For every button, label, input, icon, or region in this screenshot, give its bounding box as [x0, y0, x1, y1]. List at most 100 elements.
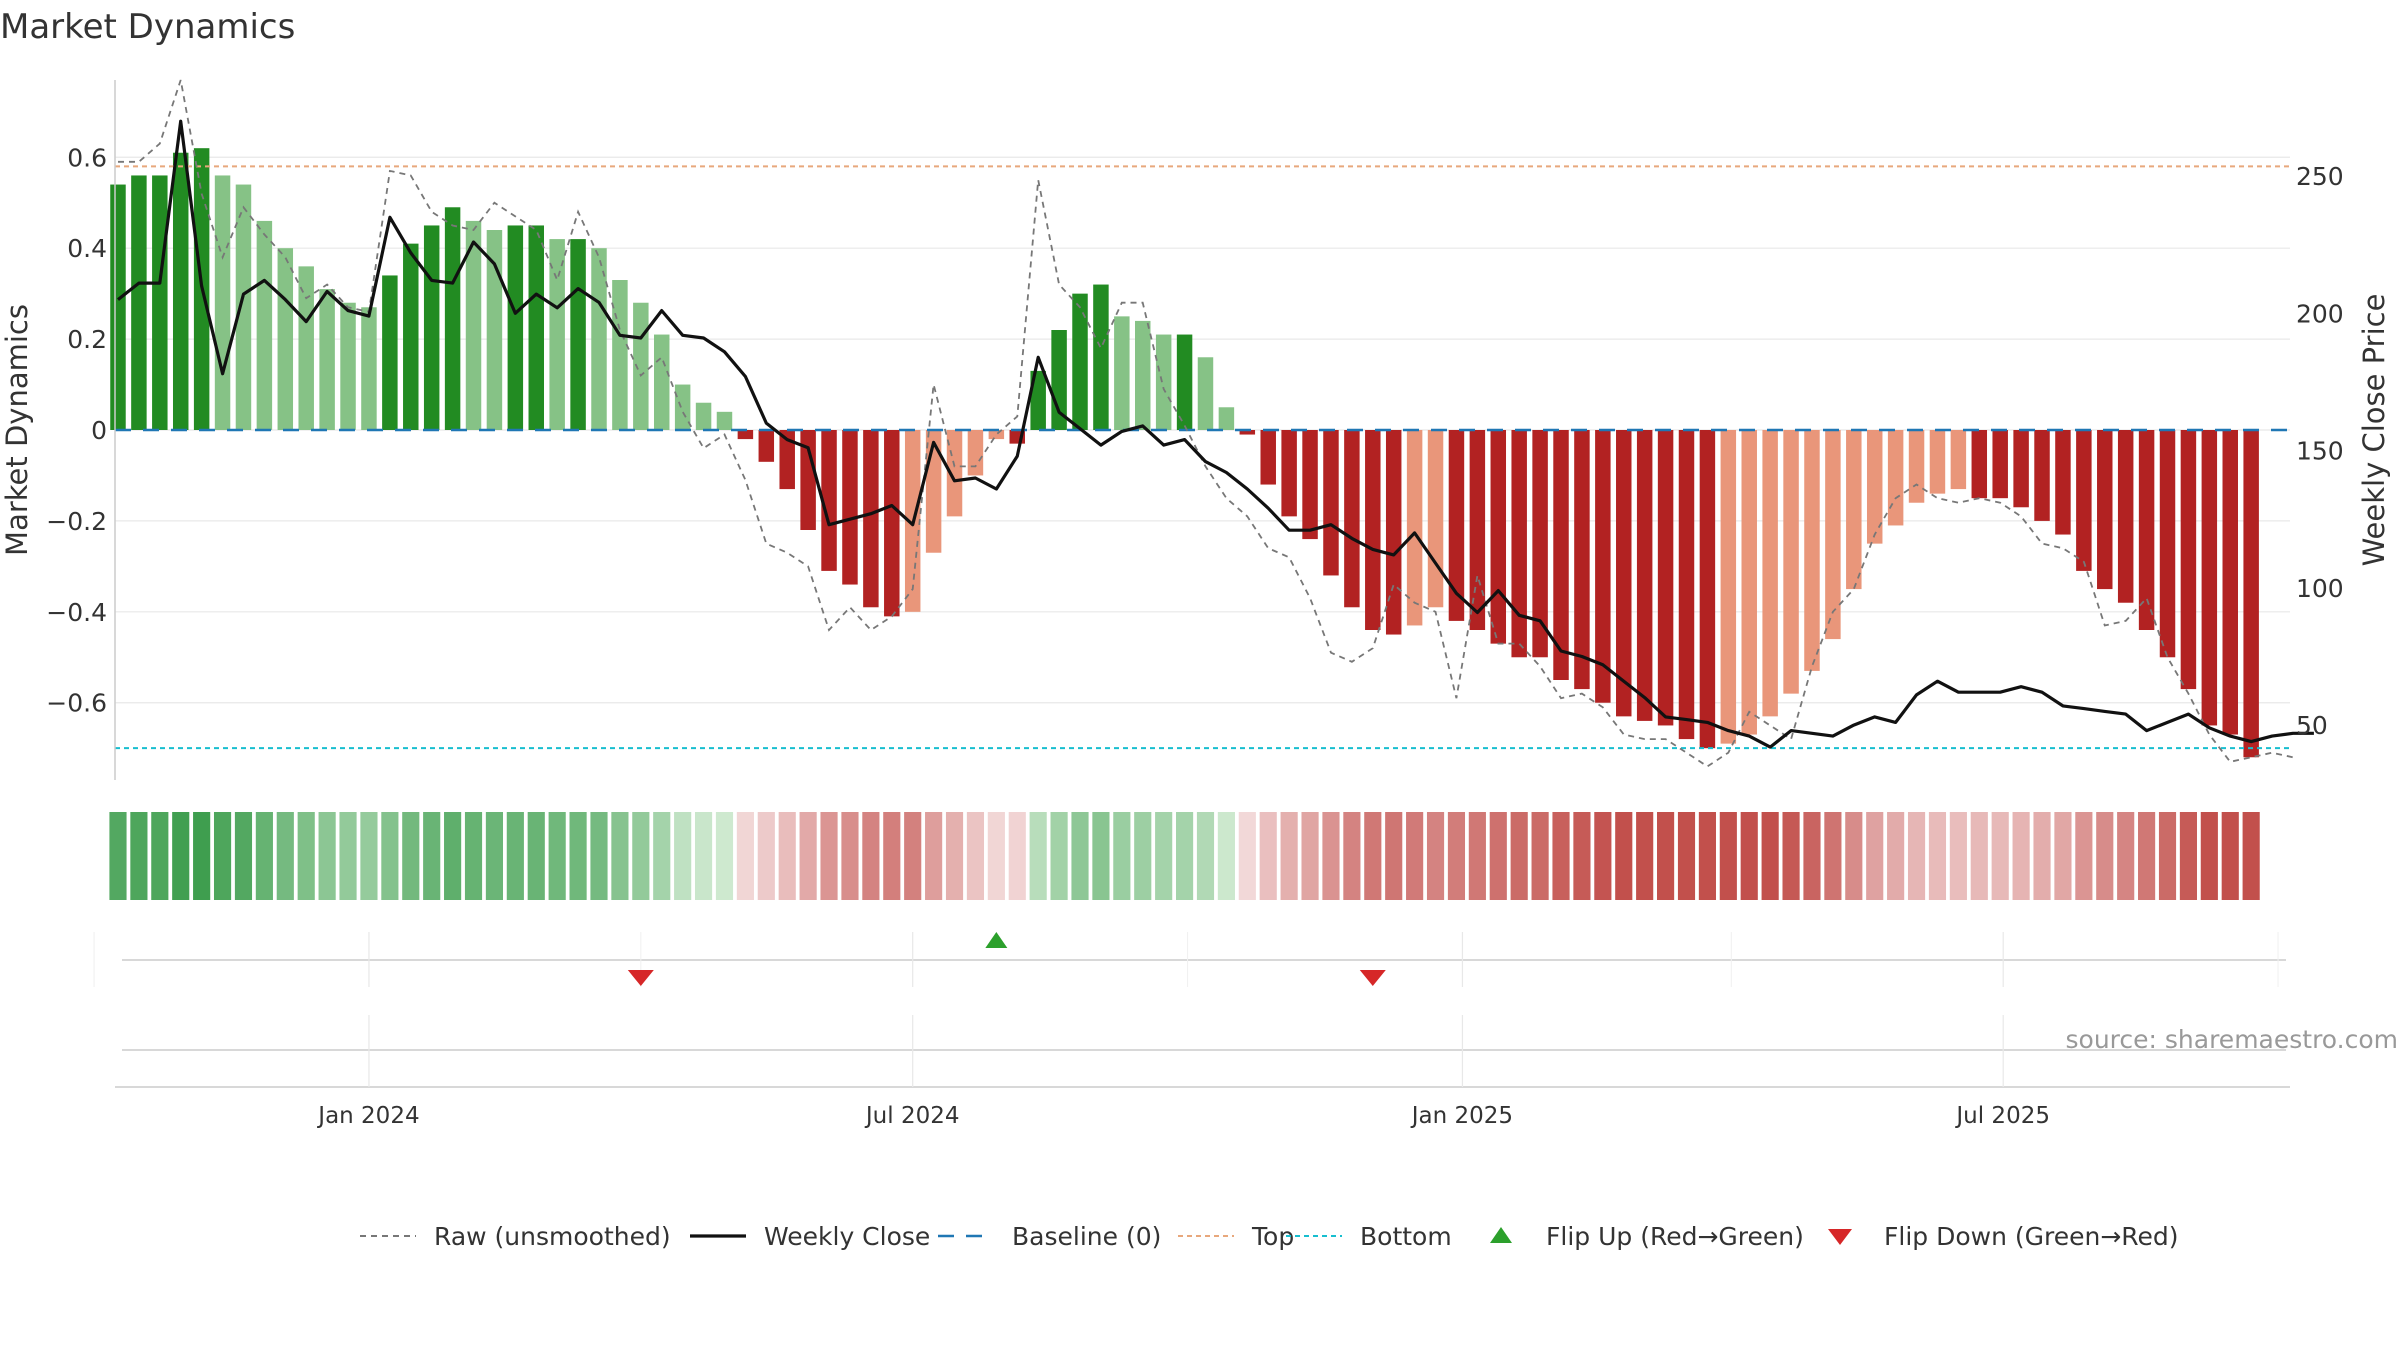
left-tick-label: −0.4 [46, 598, 107, 627]
heat-cell [1615, 812, 1633, 900]
bottom-panel-grid [115, 1015, 2290, 1088]
heat-cell [1008, 812, 1026, 900]
heat-cell [2221, 812, 2239, 900]
left-tick-label: 0.2 [67, 325, 107, 354]
heat-cell [1092, 812, 1110, 900]
heat-cell [1552, 812, 1570, 900]
heat-cell [736, 812, 754, 900]
heat-cell [2138, 812, 2156, 900]
dynamics-bar [2138, 430, 2155, 630]
heat-cell [255, 812, 273, 900]
dynamics-bar [1197, 357, 1214, 430]
heat-cell [1761, 812, 1779, 900]
heat-cell [1468, 812, 1486, 900]
heat-cell [2117, 812, 2135, 900]
heat-cell [381, 812, 399, 900]
dynamics-bar [1825, 430, 1841, 640]
dynamics-bar [298, 266, 314, 430]
heat-cell [444, 812, 462, 900]
heat-cell [423, 812, 441, 900]
heat-cell [193, 812, 211, 900]
dynamics-bar [1950, 430, 1967, 490]
heat-cell [527, 812, 545, 900]
heat-cell [1280, 812, 1298, 900]
heat-cell [318, 812, 336, 900]
dynamics-bar [695, 402, 712, 430]
x-tick-label: Jan 2024 [316, 1103, 419, 1129]
dynamics-bar [507, 225, 524, 430]
raw-line [118, 79, 2294, 768]
dynamics-bar [235, 184, 252, 430]
heat-cell [1113, 812, 1131, 900]
heat-cell [1531, 812, 1549, 900]
heat-cell [632, 812, 650, 900]
heat-cell [1071, 812, 1089, 900]
dynamics-bar [1239, 430, 1256, 435]
dynamics-bar [612, 280, 628, 430]
dynamics-bar [1281, 430, 1297, 517]
right-tick-label: 150 [2296, 437, 2344, 466]
dynamics-bar [319, 289, 335, 430]
left-axis-ticks: 0.6 0.4 0.2 0 −0.2 −0.4 −0.6 [46, 143, 107, 717]
dynamics-bar [1741, 430, 1757, 735]
heat-cell [172, 812, 190, 900]
dynamics-bar [423, 225, 440, 430]
dynamics-bar [2222, 430, 2238, 735]
dynamics-bar [1971, 430, 1988, 499]
heat-cell [1719, 812, 1737, 900]
dynamics-bar [549, 239, 565, 430]
heat-cell [2200, 812, 2218, 900]
dynamics-bar [2159, 430, 2176, 658]
left-tick-label: −0.2 [46, 507, 107, 536]
x-tick-label: Jan 2025 [1410, 1103, 1513, 1129]
dynamics-bar [1657, 430, 1674, 726]
legend-swatch [1828, 1229, 1852, 1245]
dynamics-bar [2117, 430, 2134, 603]
left-tick-label: 0 [91, 416, 107, 445]
series-lines [117, 79, 2314, 768]
heat-cell [2033, 812, 2051, 900]
heat-cell [841, 812, 859, 900]
heat-cell [1698, 812, 1716, 900]
dynamics-bar [1929, 430, 1946, 494]
heat-cell [569, 812, 587, 900]
heat-cell [1134, 812, 1152, 900]
heat-cell [1029, 812, 1047, 900]
dynamics-bar [1908, 430, 1925, 503]
dynamics-bars [110, 148, 2259, 758]
heat-cell [778, 812, 796, 900]
heat-cell [1970, 812, 1988, 900]
flip-up-marker [985, 932, 1008, 948]
dynamics-bar [2013, 430, 2029, 508]
heat-cell [548, 812, 566, 900]
dynamics-bar [884, 430, 900, 617]
heat-cell [1364, 812, 1382, 900]
right-tick-label: 50 [2296, 711, 2328, 740]
dynamics-bar [1783, 430, 1799, 694]
dynamics-bar [737, 430, 754, 440]
heat-cell [611, 812, 629, 900]
dynamics-bar [1114, 316, 1130, 430]
heat-cell [1573, 812, 1591, 900]
heat-cell [1510, 812, 1528, 900]
dynamics-bar [1365, 430, 1381, 630]
heat-cell [1803, 812, 1821, 900]
dynamics-bar [633, 302, 649, 430]
dynamics-bar [674, 384, 691, 430]
heat-cell [715, 812, 734, 900]
dynamics-bar [591, 248, 607, 430]
dynamics-bar [1093, 284, 1109, 430]
dynamics-bar [1135, 320, 1151, 430]
heat-cell [883, 812, 901, 900]
legend-item: Flip Up (Red→Green) [1490, 1222, 1804, 1251]
heat-cell [1782, 812, 1800, 900]
flip-panel [93, 932, 2286, 987]
heat-cell [339, 812, 357, 900]
heat-cell [1050, 812, 1068, 900]
dynamics-bar [1176, 334, 1193, 430]
dynamics-bar [1574, 430, 1590, 690]
flip-panel-grid [93, 932, 2286, 987]
heat-cell [2054, 812, 2072, 900]
dynamics-bar [988, 430, 1005, 440]
